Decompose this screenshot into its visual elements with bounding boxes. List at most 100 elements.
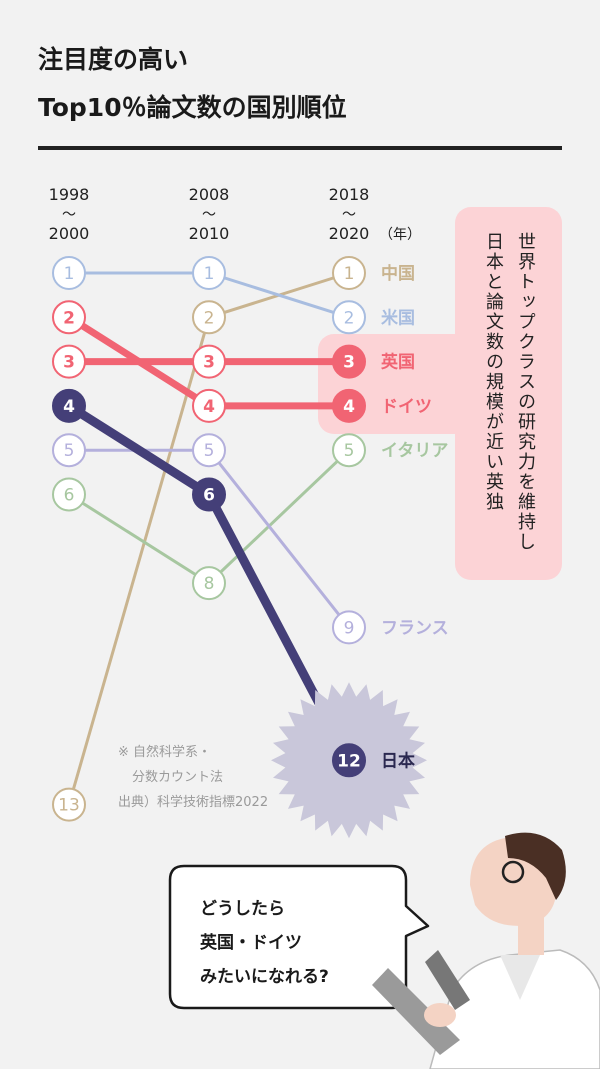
rank-node-circle — [332, 256, 366, 290]
rank-node-label: 3 — [343, 353, 355, 373]
rank-node-circle — [332, 388, 366, 423]
rank-node-label: 2 — [63, 308, 75, 328]
hair — [505, 832, 566, 900]
title-divider — [38, 146, 562, 150]
rank-node: 6 — [52, 477, 86, 512]
rank-node: 12 — [332, 743, 366, 778]
rank-node-label: 3 — [63, 353, 75, 373]
rank-node-label: 5 — [344, 441, 355, 461]
rank-node-circle — [192, 300, 226, 335]
period-label-top: 1998 — [49, 185, 90, 204]
rank-node-circle — [52, 256, 86, 290]
speech-line-3: みたいになれる? — [200, 967, 329, 987]
title-line-1: 注目度の高い — [38, 45, 189, 74]
rank-node-circle — [332, 344, 366, 379]
rank-node-circle — [332, 743, 366, 778]
rank-node: 2 — [332, 300, 366, 335]
pen — [425, 950, 470, 1010]
series-line-segment — [207, 448, 351, 585]
period-label-top: 2018 — [329, 185, 370, 204]
note-line-2: 分数カウント法 — [132, 770, 224, 785]
rank-node-label: 6 — [203, 486, 215, 506]
rank-node-circle — [332, 610, 366, 645]
period-label-bottom: 2000 — [49, 224, 90, 243]
rank-node-label: 2 — [204, 308, 215, 328]
rank-node-label: 8 — [204, 574, 215, 594]
rank-node-label: 2 — [344, 308, 355, 328]
scientist-illustration — [372, 832, 600, 1069]
rank-node-circle — [52, 433, 86, 468]
rank-node: 9 — [332, 610, 366, 645]
rank-node-label: 13 — [58, 796, 80, 816]
title-line-2: Top10％論文数の国別順位 — [38, 93, 347, 122]
rank-node-label: 5 — [204, 441, 215, 461]
series-line-segment — [67, 493, 211, 585]
period-label-tilde: ～ — [62, 207, 76, 223]
series-line-segment — [207, 271, 351, 319]
rank-node: 3 — [192, 344, 226, 379]
period-label-bottom: 2010 — [189, 224, 230, 243]
source-note: 出典）科学技術指標2022 — [118, 795, 269, 810]
rank-node-label: 5 — [64, 441, 75, 461]
rank-node-label: 9 — [344, 618, 355, 638]
speech-bubble-group — [168, 864, 430, 1010]
rank-node-circle — [52, 300, 86, 335]
rank-node: 3 — [52, 344, 86, 379]
rank-node-circle — [192, 566, 226, 601]
rank-node: 2 — [52, 300, 86, 335]
rank-node: 1 — [52, 256, 86, 290]
rank-node: 4 — [52, 388, 86, 423]
rank-node-circle — [192, 344, 226, 379]
period-label-tilde: ～ — [342, 207, 356, 223]
rank-node-label: 3 — [203, 353, 215, 373]
period-label-suffix: （年） — [379, 227, 421, 243]
series-line-segment — [64, 401, 214, 499]
rank-node: 5 — [52, 433, 86, 468]
rank-node-circle — [192, 477, 226, 512]
country-label: 英国 — [381, 352, 415, 373]
country-label: フランス — [381, 618, 449, 638]
rank-node: 1 — [192, 256, 226, 290]
callout-text-line-1: 世界トップクラスの研究力を維持し — [515, 232, 536, 552]
country-label: 日本 — [381, 750, 415, 771]
rank-node-circle — [192, 433, 226, 468]
rank-node-circle — [192, 256, 226, 290]
note-line-1: ※ 自然科学系・ — [118, 745, 212, 760]
country-label: ドイツ — [381, 397, 432, 417]
rank-node-label: 1 — [64, 264, 75, 284]
series-line-segment — [67, 315, 211, 807]
country-label: 中国 — [381, 263, 415, 284]
rank-node-circle — [332, 300, 366, 335]
rank-node-label: 1 — [204, 264, 215, 284]
rank-node: 1 — [332, 256, 366, 290]
glasses — [501, 860, 525, 884]
rank-node-circle — [192, 388, 226, 423]
callout-text-line-2: 日本と論文数の規模が近い英独 — [483, 232, 504, 512]
rank-node: 2 — [192, 300, 226, 335]
rank-node-label: 12 — [337, 751, 361, 771]
rank-node: 5 — [192, 433, 226, 468]
country-label: イタリア — [381, 441, 448, 461]
rank-node: 3 — [332, 344, 366, 379]
rank-node-label: 4 — [343, 397, 355, 417]
rank-node-circle — [52, 787, 86, 822]
period-label-bottom: 2020 — [329, 224, 370, 243]
speech-line-1: どうしたら — [200, 899, 285, 919]
series-line-segment — [65, 313, 213, 410]
speech-line-2: 英国・ドイツ — [200, 933, 302, 953]
period-label-top: 2008 — [189, 185, 230, 204]
rank-node-circle — [52, 344, 86, 379]
rank-node: 8 — [192, 566, 226, 601]
rank-node: 4 — [332, 388, 366, 423]
speech-bubble — [168, 864, 430, 1010]
country-label: 米国 — [381, 307, 415, 328]
hand — [424, 1003, 456, 1027]
clipboard — [372, 968, 460, 1055]
rank-node: 5 — [332, 433, 366, 468]
rank-node: 13 — [52, 787, 86, 822]
rank-node-label: 4 — [203, 397, 215, 417]
rank-node-label: 1 — [344, 264, 355, 284]
